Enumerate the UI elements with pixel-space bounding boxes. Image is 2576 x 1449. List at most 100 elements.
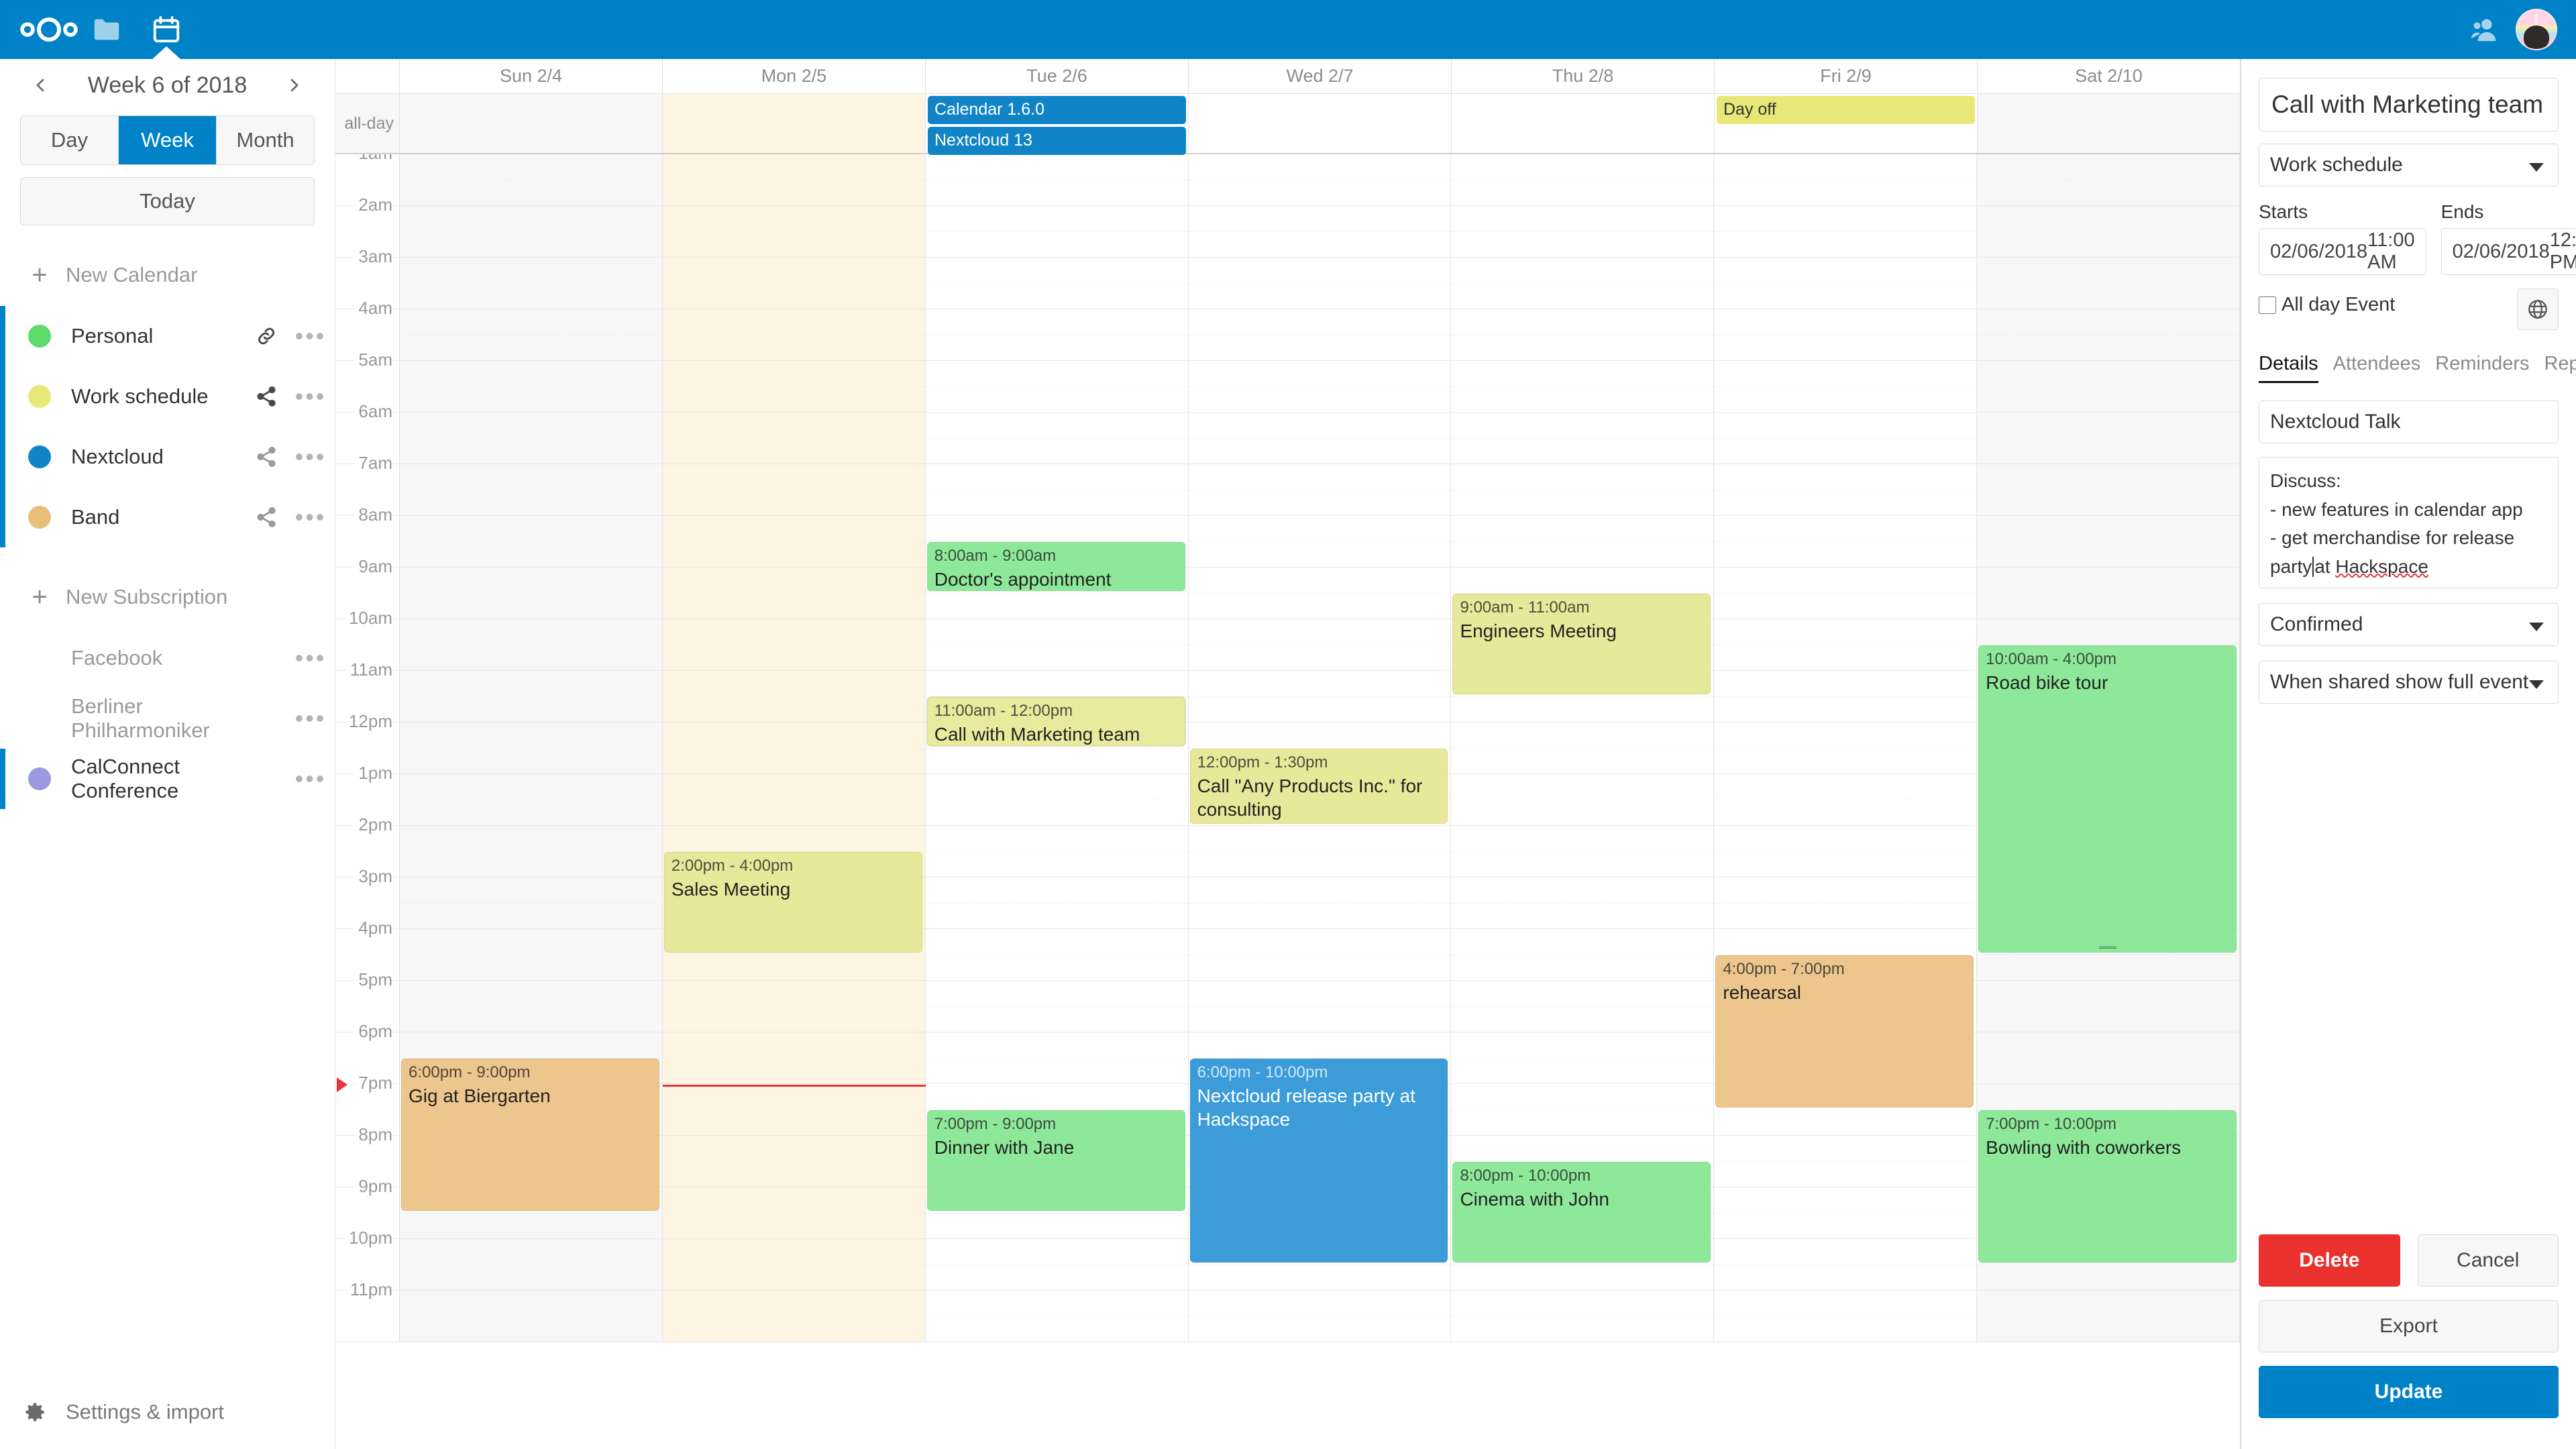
start-datetime-field[interactable]: 02/06/2018 11:00 AM [2259, 228, 2426, 275]
hour-cell[interactable] [1188, 258, 1451, 309]
hour-cell[interactable] [662, 361, 925, 413]
hour-cell[interactable] [1188, 619, 1451, 671]
hour-cell[interactable] [400, 309, 662, 361]
hour-cell[interactable] [1714, 1084, 1977, 1136]
new-calendar-button[interactable]: + New Calendar [0, 244, 335, 306]
delete-button[interactable]: Delete [2259, 1234, 2400, 1287]
settings-and-import-button[interactable]: Settings & import [0, 1375, 335, 1449]
share-icon[interactable] [246, 385, 286, 408]
hour-cell[interactable] [1188, 413, 1451, 464]
calendar-menu-button[interactable]: ••• [294, 322, 327, 350]
hour-cell[interactable] [1714, 568, 1977, 619]
day-column-sun[interactable]: 6:00pm - 9:00pm Gig at Biergarten [400, 154, 663, 1342]
hour-cell[interactable] [1451, 258, 1714, 309]
view-day-button[interactable]: Day [21, 116, 119, 164]
hour-cell[interactable] [400, 722, 662, 774]
hour-cell[interactable] [925, 206, 1188, 258]
timezone-button[interactable] [2517, 288, 2559, 330]
hour-cell[interactable] [1188, 568, 1451, 619]
all-day-cell-tue[interactable]: Calendar 1.6.0 Nextcloud 13 [926, 94, 1189, 155]
hour-cell[interactable] [662, 309, 925, 361]
hour-cell[interactable] [662, 671, 925, 722]
next-week-button[interactable] [276, 67, 312, 103]
calendar-menu-button[interactable]: ••• [294, 503, 327, 531]
hour-cell[interactable] [925, 981, 1188, 1032]
hour-cell[interactable] [1714, 722, 1977, 774]
share-icon[interactable] [246, 506, 286, 529]
hour-cell[interactable] [1977, 309, 2240, 361]
hour-cell[interactable] [1977, 1239, 2240, 1291]
hour-cell[interactable] [400, 826, 662, 877]
hour-cell[interactable] [1714, 516, 1977, 568]
hour-cell[interactable] [925, 722, 1188, 774]
hour-cell[interactable] [662, 568, 925, 619]
calendar-app-icon[interactable] [137, 0, 196, 59]
tab-reminders[interactable]: Reminders [2435, 353, 2530, 374]
hour-cell[interactable] [662, 619, 925, 671]
hour-cell[interactable] [1188, 877, 1451, 929]
previous-week-button[interactable] [23, 67, 59, 103]
hour-cell[interactable] [1451, 206, 1714, 258]
event-title-input[interactable] [2259, 78, 2559, 131]
subscription-item-calconnect-conference[interactable]: CalConnect Conference ••• [0, 749, 335, 809]
hour-cell[interactable] [400, 258, 662, 309]
hour-cell[interactable] [1714, 258, 1977, 309]
tab-repeating[interactable]: Repeating [2544, 353, 2576, 374]
calendar-event[interactable]: 9:00am - 11:00am Engineers Meeting [1452, 594, 1711, 694]
hour-cell[interactable] [400, 413, 662, 464]
hour-cell[interactable] [400, 981, 662, 1032]
calendar-item-work-schedule[interactable]: Work schedule ••• [0, 366, 335, 427]
day-header-mon[interactable]: Mon 2/5 [663, 59, 926, 93]
day-header-wed[interactable]: Wed 2/7 [1189, 59, 1452, 93]
cancel-button[interactable]: Cancel [2417, 1234, 2559, 1287]
all-day-checkbox-wrapper[interactable]: All day Event [2259, 288, 2395, 316]
hour-cell[interactable] [400, 568, 662, 619]
calendar-event[interactable]: 10:00am - 4:00pm Road bike tour [1978, 645, 2237, 953]
hour-cell[interactable] [1451, 1239, 1714, 1291]
hour-cell[interactable] [1714, 1291, 1977, 1342]
tab-details[interactable]: Details [2259, 353, 2318, 383]
day-header-sat[interactable]: Sat 2/10 [2075, 66, 2143, 86]
hour-cell[interactable] [662, 1032, 925, 1084]
hour-cell[interactable] [662, 516, 925, 568]
hour-cell[interactable] [1714, 206, 1977, 258]
hour-cell[interactable] [1714, 361, 1977, 413]
hour-cell[interactable] [925, 1239, 1188, 1291]
export-button[interactable]: Export [2259, 1300, 2559, 1352]
day-header-tue[interactable]: Tue 2/6 [926, 59, 1189, 93]
day-column-sat[interactable]: 10:00am - 4:00pm Road bike tour 7:00pm - 1… [1977, 154, 2240, 1342]
day-column-mon[interactable]: 2:00pm - 4:00pm Sales Meeting [662, 154, 926, 1342]
all-day-event[interactable]: Day off [1717, 96, 1975, 124]
hour-cell[interactable] [1977, 154, 2240, 206]
hour-cell[interactable] [662, 929, 925, 981]
hour-cell[interactable] [1714, 464, 1977, 516]
calendar-item-nextcloud[interactable]: Nextcloud ••• [0, 427, 335, 487]
hour-cell[interactable] [925, 619, 1188, 671]
day-header-fri[interactable]: Fri 2/9 [1715, 59, 1978, 93]
hour-cell[interactable] [1188, 671, 1451, 722]
hour-cell[interactable] [1977, 568, 2240, 619]
calendar-event[interactable]: 7:00pm - 10:00pm Bowling with coworkers [1978, 1110, 2237, 1263]
calendar-event[interactable]: 6:00pm - 10:00pm Nextcloud release party … [1189, 1059, 1448, 1263]
calendar-event[interactable]: 6:00pm - 9:00pm Gig at Biergarten [401, 1059, 659, 1211]
subscription-item-berliner-philharmoniker[interactable]: Berliner Philharmoniker ••• [0, 688, 335, 749]
hour-cell[interactable] [662, 206, 925, 258]
hour-cell[interactable] [1188, 464, 1451, 516]
calendar-item-band[interactable]: Band ••• [0, 487, 335, 547]
hour-cell[interactable] [1188, 826, 1451, 877]
tab-attendees[interactable]: Attendees [2332, 353, 2421, 374]
hour-cell[interactable] [1977, 981, 2240, 1032]
day-column-tue[interactable]: 8:00am - 9:00am Doctor's appointment 11:00… [925, 154, 1189, 1342]
hour-cell[interactable] [925, 929, 1188, 981]
hour-cell[interactable] [1451, 1291, 1714, 1342]
hour-cell[interactable] [1451, 929, 1714, 981]
hour-cell[interactable] [1188, 206, 1451, 258]
hour-cell[interactable] [925, 154, 1188, 206]
all-day-cell-mon[interactable] [663, 94, 926, 153]
hour-cell[interactable] [925, 1032, 1188, 1084]
day-column-wed[interactable]: 12:00pm - 1:30pm Call "Any Products Inc."… [1188, 154, 1452, 1342]
hour-cell[interactable] [1451, 722, 1714, 774]
all-day-event[interactable]: Nextcloud 13 [928, 126, 1186, 155]
hour-cell[interactable] [1451, 877, 1714, 929]
hour-cell[interactable] [1714, 154, 1977, 206]
